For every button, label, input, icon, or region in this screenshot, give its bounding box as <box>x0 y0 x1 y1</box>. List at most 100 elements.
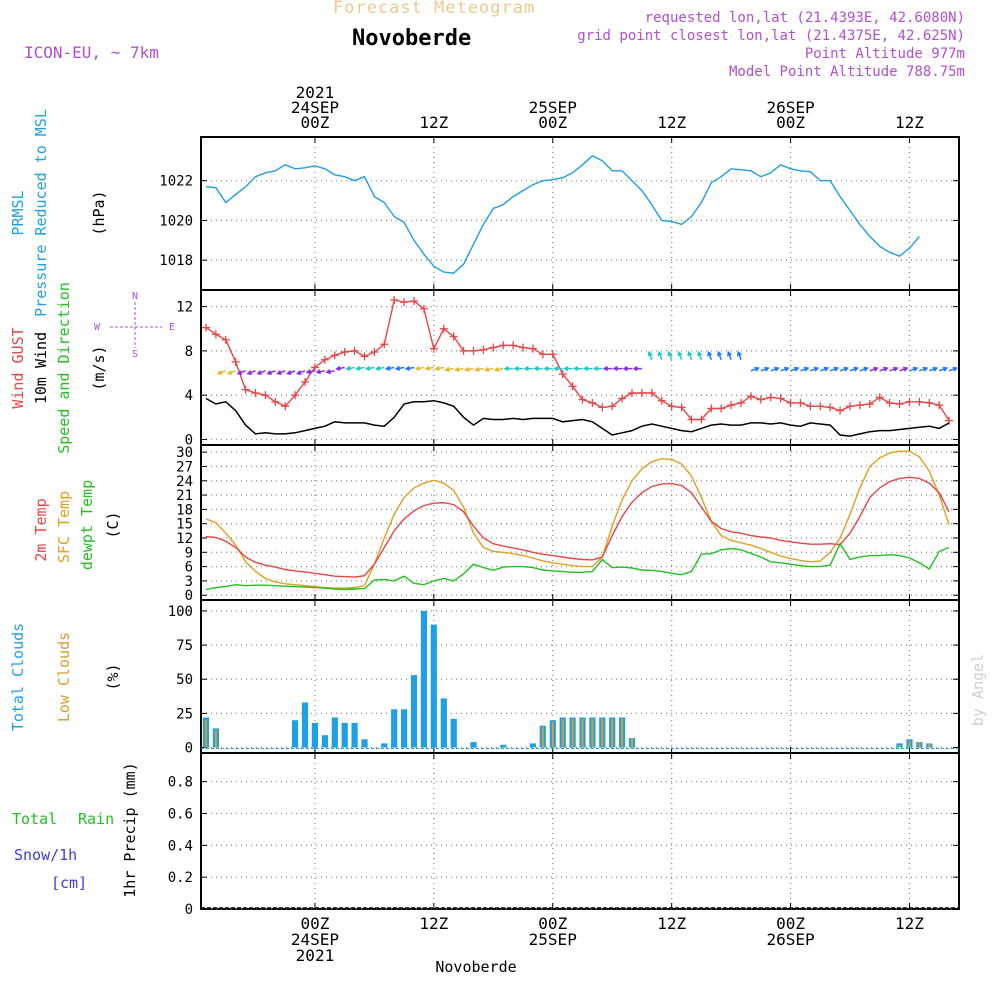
compass-west: W <box>94 322 101 333</box>
gust-marker <box>469 346 478 355</box>
bottom-axis-label: 00Z <box>538 914 567 933</box>
total-cloud-bar <box>440 698 447 748</box>
gust-marker <box>618 394 627 403</box>
y-tick-label: 1022 <box>159 174 193 190</box>
y-tick-label: 0.4 <box>168 838 193 854</box>
wind-direction-arrow <box>374 365 385 371</box>
total-cloud-bar <box>401 709 408 748</box>
gust-marker <box>459 346 468 355</box>
pressure-label-unit: (hPa) <box>90 190 108 235</box>
wind-arrow-head <box>667 350 673 357</box>
gust-marker <box>449 332 458 341</box>
gust-marker <box>578 395 587 404</box>
wind-direction-arrow <box>493 366 504 373</box>
wind-arrow-head <box>602 366 609 372</box>
top-axis-label: 12Z <box>419 113 448 132</box>
wind-arrow-head <box>592 366 599 372</box>
precip-label-total: Total <box>12 810 57 828</box>
wind-direction-arrow <box>384 365 395 371</box>
temp-label-unit: (C) <box>104 511 122 538</box>
top-axis-label: 12Z <box>895 113 924 132</box>
y-tick-label: 0.2 <box>168 870 193 886</box>
wind-direction-arrow <box>677 350 683 361</box>
wind-arrow-head <box>444 366 450 373</box>
wind-arrow-head <box>697 350 703 357</box>
wind-direction-arrow <box>325 369 335 375</box>
gridpoint-coords: grid point closest lon,lat (21.4375E, 42… <box>577 28 965 44</box>
y-tick-label: 75 <box>176 638 193 654</box>
gust-marker <box>231 357 240 366</box>
cloud-label-total: Total Clouds <box>9 623 27 731</box>
wind-direction-arrow <box>394 365 405 371</box>
wind-direction-arrow <box>434 365 444 371</box>
wind-arrow-head <box>863 366 869 372</box>
wind-direction-arrow <box>404 365 415 371</box>
wind-direction-arrow <box>226 370 236 375</box>
wind-arrow-head <box>572 366 579 372</box>
gust-marker <box>667 402 676 411</box>
wind-direction-arrow <box>760 366 770 372</box>
wind-arrow-head <box>843 366 850 372</box>
wind-direction-arrow <box>859 366 869 372</box>
gust-marker <box>737 398 746 407</box>
wind-direction-arrow <box>315 369 325 375</box>
wind-arrow-head <box>384 365 391 371</box>
top-axis-label: 24SEP <box>291 98 339 117</box>
wind-arrow-head <box>434 365 440 371</box>
y-tick-label: 0.8 <box>168 775 193 791</box>
wind-direction-arrow <box>355 365 365 371</box>
wind-arrow-head <box>942 366 949 372</box>
gust-marker <box>865 400 874 409</box>
gust-marker <box>370 348 379 356</box>
gust-marker <box>538 350 547 359</box>
gust-marker <box>717 404 726 413</box>
y-tick-label: 18 <box>176 502 193 518</box>
low-cloud-bar <box>601 718 604 748</box>
wind-direction-arrow <box>657 350 663 361</box>
wind-direction-arrow <box>667 350 673 361</box>
wind-direction-arrow <box>909 366 919 372</box>
wind-direction-arrow <box>563 366 573 372</box>
gust-marker <box>479 345 488 354</box>
wind-arrow-head <box>727 350 732 357</box>
gust-marker <box>390 295 399 304</box>
wind-direction-arrow <box>780 366 790 372</box>
low-cloud-bar <box>611 718 614 748</box>
low-cloud-bar <box>591 718 594 748</box>
wind-direction-arrow <box>444 366 454 373</box>
wind-arrow-head <box>912 366 919 372</box>
wind-direction-arrow <box>266 370 276 375</box>
wind-direction-arrow <box>533 366 543 372</box>
bottom-axis-label: 00Z <box>776 914 805 933</box>
pressure-line <box>205 155 920 274</box>
wind-direction-arrow <box>276 370 286 375</box>
wind-direction-arrow <box>820 366 830 372</box>
y-tick-label: 24 <box>176 474 193 490</box>
wind-arrow-head <box>754 366 760 372</box>
wind-direction-arrow <box>364 365 375 371</box>
bottom-axis-label: 12Z <box>895 914 924 933</box>
gust-marker <box>677 403 686 412</box>
gust-marker <box>895 400 904 409</box>
gust-marker <box>637 388 646 397</box>
wind-direction-arrow <box>727 350 732 361</box>
wind-arrow-head <box>853 366 859 372</box>
wind-direction-arrow <box>697 350 703 361</box>
wind-direction-arrow <box>790 366 800 372</box>
2m-temp-line <box>205 476 950 578</box>
y-tick-label: 0 <box>185 432 193 448</box>
wind-arrow-head <box>216 370 223 375</box>
cloud-label-unit: (%) <box>104 663 122 690</box>
wind-direction-arrow <box>602 366 613 372</box>
wind-direction-arrow <box>632 366 642 372</box>
gust-marker <box>746 392 755 401</box>
panel-frame <box>200 136 960 291</box>
dewpt-temp-line <box>205 542 950 591</box>
wind-arrow-head <box>454 366 460 373</box>
wind-direction-arrow <box>707 350 713 361</box>
wind-direction-arrow <box>839 366 850 372</box>
wind-direction-arrow <box>513 366 524 372</box>
gust-marker <box>350 346 359 355</box>
gust-marker <box>766 393 775 402</box>
